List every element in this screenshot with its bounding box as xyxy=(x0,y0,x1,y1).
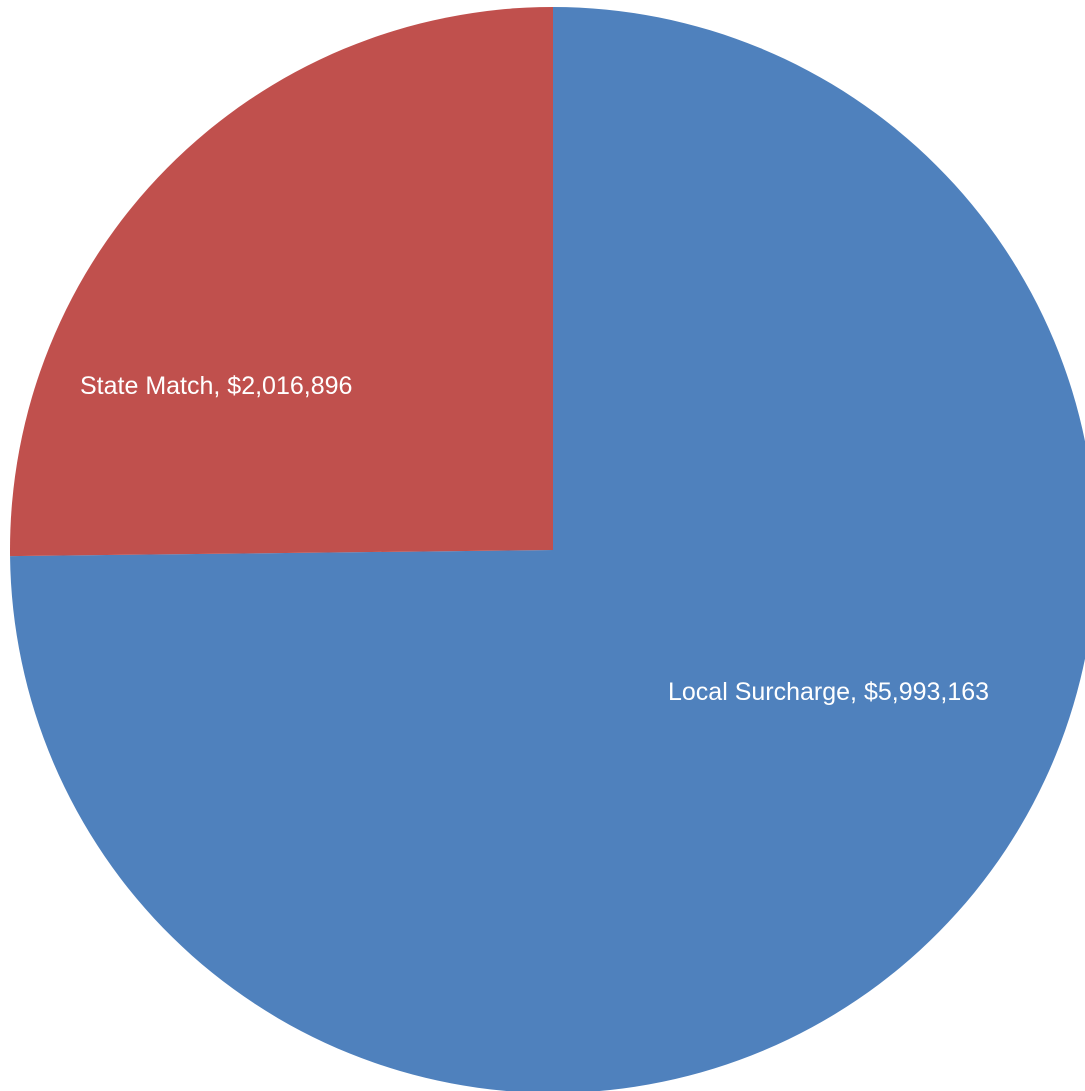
pie-slice-local-surcharge xyxy=(10,7,1085,1091)
slice-label-local-surcharge: Local Surcharge, $5,993,163 xyxy=(668,678,989,706)
pie-slices xyxy=(9,7,1085,1091)
pie-slice-state-match xyxy=(9,7,553,557)
pie-labels: Local Surcharge, $5,993,163 State Match,… xyxy=(80,372,989,706)
slice-label-state-match: State Match, $2,016,896 xyxy=(80,372,352,400)
